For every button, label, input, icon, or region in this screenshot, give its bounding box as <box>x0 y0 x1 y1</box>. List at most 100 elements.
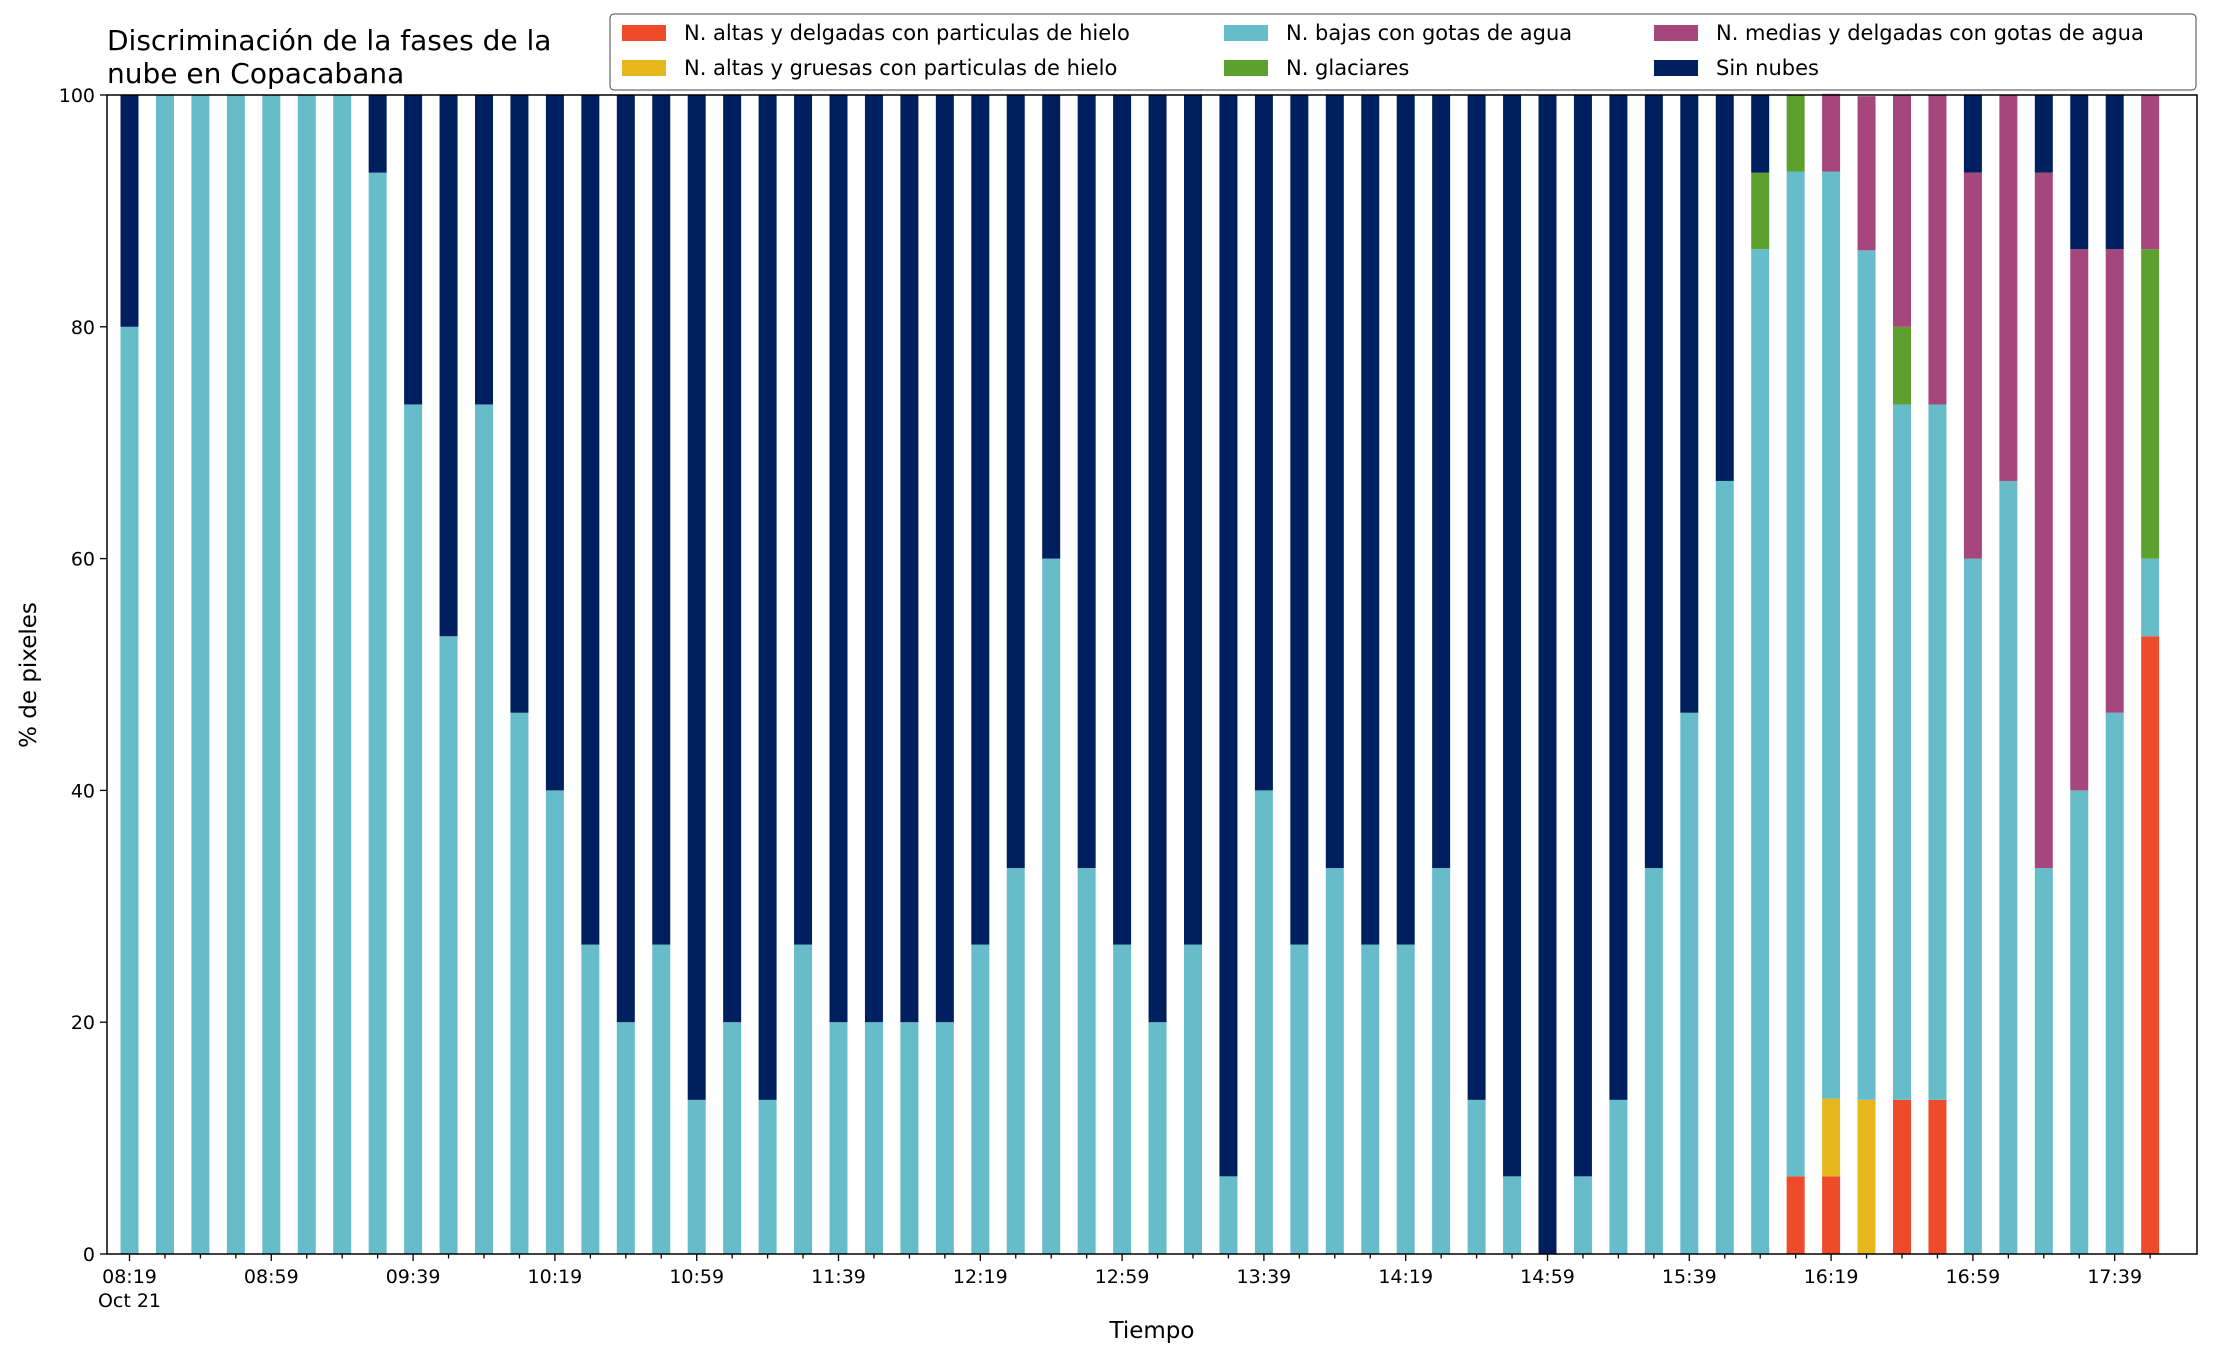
bar-segment-s2-17:29 <box>2070 790 2089 1254</box>
x-tick-label: 10:59 <box>669 1266 724 1288</box>
bar-segment-s2-11:29 <box>794 944 813 1254</box>
bar-segment-s2-10:59 <box>687 1099 706 1254</box>
bar-segment-s5-10:49 <box>652 95 671 945</box>
bar-segment-s2-10:09 <box>510 712 529 1254</box>
bar-segment-s4-17:29 <box>2070 249 2089 791</box>
bar-segment-s2-16:29 <box>1857 250 1876 1100</box>
bar-segment-s5-13:39 <box>1254 95 1273 791</box>
legend-swatch <box>1654 60 1698 76</box>
bar-segment-s5-15:39 <box>1680 95 1699 713</box>
bar-segment-s4-17:39 <box>2105 249 2124 713</box>
bar-segment-s2-08:39 <box>191 95 210 1254</box>
bar-segment-s2-08:19 <box>120 326 139 1254</box>
legend-swatch <box>1224 25 1268 41</box>
bar-segment-s2-17:49 <box>2141 558 2160 637</box>
bar-segment-s3-16:09 <box>1786 95 1805 172</box>
bar-segment-s5-15:19 <box>1609 95 1628 1100</box>
bar-segment-s2-16:39 <box>1893 404 1911 1100</box>
bar-segment-s2-09:19 <box>333 95 352 1254</box>
bar-segment-s2-11:39 <box>829 1022 848 1254</box>
bar-segment-s5-13:49 <box>1290 95 1309 945</box>
bar-segment-s2-11:59 <box>900 1022 919 1254</box>
x-tick-label: 13:39 <box>1237 1266 1292 1288</box>
bar-segment-s2-15:09 <box>1573 1176 1592 1254</box>
bar-segment-s2-08:29 <box>155 95 174 1254</box>
bar-segment-s5-10:29 <box>581 95 600 945</box>
bar-segment-s5-13:29 <box>1219 95 1238 1177</box>
bar-segment-s5-09:59 <box>475 95 493 405</box>
bar-segment-s4-16:29 <box>1857 96 1876 251</box>
bar-segment-s5-17:19 <box>2034 95 2053 173</box>
bar-segment-s2-15:39 <box>1680 712 1699 1254</box>
bar-segment-s5-15:49 <box>1715 95 1734 481</box>
bar-segment-s2-11:49 <box>864 1022 883 1254</box>
bar-segment-s2-09:59 <box>475 404 493 1254</box>
bar-segment-s5-09:49 <box>439 95 458 637</box>
x-tick-label: 15:39 <box>1662 1266 1717 1288</box>
x-tick-label: 12:19 <box>953 1266 1008 1288</box>
x-tick-label: 16:59 <box>1946 1266 2001 1288</box>
x-tick-label: 12:59 <box>1095 1266 1150 1288</box>
bar-segment-s5-12:49 <box>1077 95 1096 869</box>
legend-swatch <box>622 25 666 41</box>
bar-segment-s2-09:49 <box>439 636 458 1254</box>
bar-segment-s2-11:09 <box>723 1022 742 1254</box>
bar-segment-s5-12:59 <box>1113 95 1132 945</box>
x-tick-label: 09:39 <box>386 1266 441 1288</box>
bar-segment-s2-16:19 <box>1822 171 1841 1099</box>
bar-segment-s2-14:09 <box>1361 944 1380 1254</box>
bar-segment-s5-11:09 <box>723 95 742 1023</box>
bar-segment-s2-12:59 <box>1113 944 1132 1254</box>
bar-segment-s0-16:19 <box>1822 1176 1841 1254</box>
y-tick-label: 80 <box>71 317 95 339</box>
bar-segment-s5-13:59 <box>1325 95 1344 869</box>
bar-segment-s5-09:39 <box>404 95 423 405</box>
y-tick-label: 0 <box>83 1244 95 1266</box>
bar-segment-s5-14:39 <box>1467 95 1486 1100</box>
x-tick-date-label: Oct 21 <box>98 1290 161 1312</box>
bar-segment-s2-12:19 <box>971 944 990 1254</box>
bar-segment-s5-10:19 <box>545 95 564 791</box>
bar-segment-s2-14:39 <box>1467 1099 1486 1254</box>
bar-segment-s5-11:59 <box>900 95 919 1023</box>
legend: N. altas y delgadas con particulas de hi… <box>609 13 2197 91</box>
bar-segment-s0-17:49 <box>2141 636 2160 1254</box>
legend-entry-label: Sin nubes <box>1716 56 1819 80</box>
bar-segment-s2-12:49 <box>1077 868 1096 1254</box>
bar-segment-s0-16:49 <box>1928 1099 1947 1254</box>
bar-segment-s5-13:09 <box>1148 95 1167 1023</box>
bar-segment-s2-10:19 <box>545 790 564 1254</box>
bar-segment-s2-16:09 <box>1786 171 1805 1177</box>
bar-segment-s4-16:59 <box>1963 172 1982 559</box>
bar-segment-s4-16:39 <box>1893 95 1911 327</box>
bar-segment-s2-16:59 <box>1963 558 1982 1254</box>
x-tick-label: 17:39 <box>2087 1266 2142 1288</box>
bar-segment-s2-12:09 <box>935 1022 954 1254</box>
bar-segment-s3-16:39 <box>1893 326 1911 405</box>
bar-segment-s2-09:39 <box>404 404 423 1254</box>
bar-segment-s2-13:39 <box>1254 790 1273 1254</box>
bar-segment-s5-11:29 <box>794 95 813 945</box>
bar-segment-s5-12:39 <box>1042 95 1061 559</box>
chart-title-line2: nube en Copacabana <box>107 57 404 90</box>
bar-segment-s5-11:19 <box>758 95 777 1100</box>
bar-segment-s2-13:29 <box>1219 1176 1238 1254</box>
bar-segment-s2-12:29 <box>1006 868 1025 1254</box>
bar-segment-s2-08:49 <box>226 95 245 1254</box>
bar-segment-s5-14:49 <box>1503 95 1522 1177</box>
bar-segment-s5-14:59 <box>1538 95 1557 1254</box>
y-axis: 0 20 40 60 80 100 <box>59 85 107 1266</box>
bar-segment-s3-15:59 <box>1751 172 1770 250</box>
legend-box <box>609 13 2197 91</box>
bar-segment-s5-17:29 <box>2070 95 2089 250</box>
bar-segment-s5-14:09 <box>1361 95 1380 945</box>
legend-entry-label: N. altas y delgadas con particulas de hi… <box>684 21 1130 45</box>
bar-segment-s4-17:19 <box>2034 172 2053 869</box>
bar-segment-s5-11:49 <box>864 95 883 1023</box>
legend-entry-label: N. bajas con gotas de agua <box>1286 21 1572 45</box>
bar-segment-s5-15:29 <box>1644 95 1663 869</box>
bar-segment-s2-15:29 <box>1644 868 1663 1254</box>
bar-segment-s0-16:09 <box>1786 1176 1805 1254</box>
y-tick-label: 60 <box>71 549 95 571</box>
bar-segment-s5-10:59 <box>687 95 706 1100</box>
